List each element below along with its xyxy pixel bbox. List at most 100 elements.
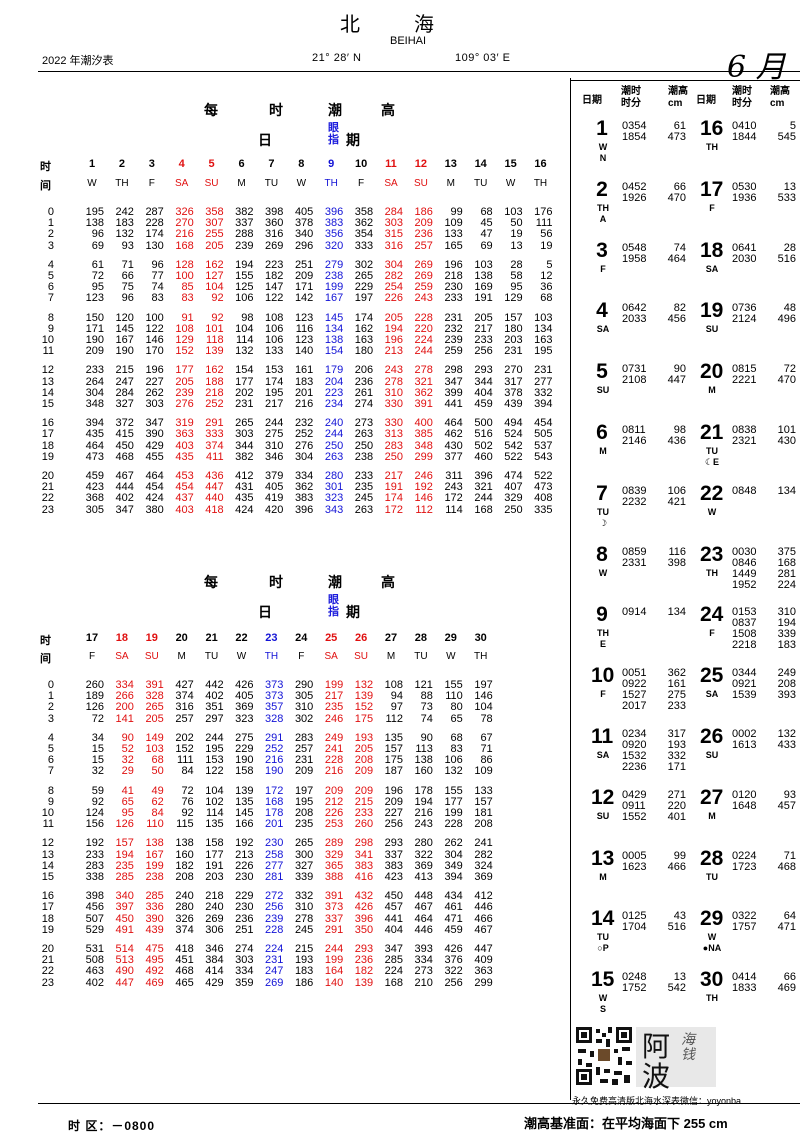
tide-height-cell: 378 — [504, 386, 523, 399]
tide-height-cell: 235 — [294, 818, 314, 831]
panel-tide-height: 74 — [673, 241, 686, 254]
tide-height-cell: 317 — [504, 375, 523, 388]
hour-label: 8 — [47, 311, 54, 324]
tide-height-cell: 209 — [354, 784, 374, 797]
panel-tide-time: 0002 — [732, 728, 757, 740]
panel-tide-time: 1723 — [732, 860, 757, 873]
tide-height-cell: 469 — [145, 976, 164, 989]
weekday-label: SU — [144, 651, 159, 662]
tide-height-cell: 233 — [85, 848, 104, 861]
hour-label: 23 — [41, 976, 54, 989]
tide-height-cell: 251 — [235, 923, 254, 936]
tide-height-cell: 179 — [324, 364, 344, 377]
tide-height-cell: 283 — [294, 731, 314, 744]
tide-height-cell: 468 — [175, 965, 194, 978]
row-label-weekday: 间 — [40, 180, 51, 192]
tide-height-cell: 281 — [265, 871, 284, 883]
brand-seal — [636, 1027, 716, 1087]
tide-height-cell: 310 — [294, 901, 314, 914]
tide-height-cell: 45 — [480, 217, 493, 230]
panel-tide-height: 473 — [667, 131, 686, 143]
tide-height-cell: 166 — [235, 818, 254, 831]
tide-height-cell: 349 — [444, 859, 463, 872]
tide-height-cell: 99 — [450, 206, 463, 218]
tide-height-cell: 363 — [175, 428, 194, 441]
tide-height-cell: 369 — [474, 871, 493, 883]
tide-height-cell: 236 — [354, 954, 374, 967]
tide-height-cell: 293 — [384, 837, 403, 850]
tide-height-cell: 172 — [265, 784, 284, 797]
tide-height-cell: 269 — [414, 270, 433, 282]
hour-label: 6 — [47, 281, 54, 294]
tide-height-cell: 133 — [444, 228, 463, 241]
tide-height-cell: 507 — [85, 912, 104, 925]
panel-day-number: 30 — [700, 968, 724, 992]
tide-height-cell: 104 — [205, 281, 224, 294]
tide-height-cell: 419 — [265, 492, 284, 505]
tide-height-cell: 330 — [384, 398, 403, 410]
tide-height-cell: 277 — [534, 375, 553, 388]
panel-tide-time: 0548 — [622, 241, 647, 254]
tide-height-cell: 441 — [444, 398, 463, 410]
tide-height-cell: 334 — [235, 965, 254, 978]
panel-tide-time: 1936 — [732, 191, 757, 204]
tide-height-cell: 236 — [235, 912, 254, 925]
panel-tide-height: 469 — [777, 982, 796, 995]
panel-weekday: SU — [705, 750, 719, 760]
tide-height-cell: 254 — [384, 281, 403, 294]
tide-height-cell: 132 — [354, 679, 374, 691]
weekday-label: F — [358, 178, 365, 189]
tide-height-cell: 167 — [115, 334, 134, 346]
panel-tide-time: 0846 — [732, 556, 757, 569]
tide-height-cell: 209 — [414, 217, 433, 230]
tide-height-cell: 189 — [85, 690, 104, 703]
tide-height-cell: 59 — [91, 784, 104, 797]
tide-height-cell: 260 — [85, 679, 104, 691]
tide-height-cell: 390 — [145, 428, 164, 441]
tide-height-cell: 305 — [85, 503, 104, 516]
tide-height-cell: 88 — [420, 690, 433, 703]
tide-height-cell: 397 — [115, 901, 134, 914]
tide-height-cell: 56 — [540, 228, 553, 241]
tide-height-cell: 347 — [145, 417, 164, 430]
tide-height-cell: 448 — [414, 890, 433, 903]
tide-height-cell: 250 — [504, 503, 523, 516]
panel-tide-time: 0811 — [622, 424, 646, 436]
day-number: 2 — [118, 158, 125, 170]
tide-height-cell: 358 — [354, 206, 374, 218]
tide-height-cell: 227 — [384, 807, 403, 819]
tide-height-cell: 356 — [324, 228, 344, 241]
tide-height-cell: 357 — [265, 701, 284, 714]
tide-height-cell: 84 — [181, 765, 194, 778]
tide-height-cell: 147 — [265, 281, 284, 294]
day-number: 29 — [444, 632, 457, 644]
tide-height-cell: 201 — [265, 818, 284, 831]
panel-day-number: 1 — [596, 117, 608, 140]
tide-height-cell: 47 — [480, 228, 493, 241]
tide-height-cell: 233 — [85, 364, 104, 377]
panel-day-number: 9 — [596, 603, 608, 627]
tide-height-cell: 240 — [175, 890, 194, 903]
weekday-label: M — [177, 651, 186, 662]
tide-height-cell: 459 — [474, 398, 493, 410]
tide-height-cell: 216 — [324, 765, 344, 778]
tide-height-cell: 391 — [414, 398, 433, 410]
tide-height-cell: 126 — [115, 818, 134, 831]
tide-height-cell: 251 — [294, 258, 314, 271]
tide-height-cell: 154 — [235, 364, 254, 377]
latitude: 21° 28′ N — [312, 52, 362, 64]
tide-height-cell: 129 — [504, 292, 523, 305]
tide-height-cell: 230 — [235, 901, 254, 914]
tide-height-cell: 334 — [414, 954, 433, 967]
tide-height-cell: 231 — [504, 345, 523, 358]
row-label-day: 时 — [40, 161, 51, 173]
hour-label: 2 — [47, 228, 54, 241]
tide-height-cell: 246 — [324, 712, 344, 725]
hour-label: 20 — [41, 943, 54, 955]
tide-height-cell: 265 — [294, 837, 314, 850]
tide-height-cell: 250 — [354, 439, 374, 452]
tide-height-cell: 298 — [354, 837, 374, 850]
tide-height-cell: 463 — [85, 965, 104, 978]
tide-height-cell: 394 — [534, 398, 553, 410]
tide-height-cell: 129 — [175, 334, 194, 346]
